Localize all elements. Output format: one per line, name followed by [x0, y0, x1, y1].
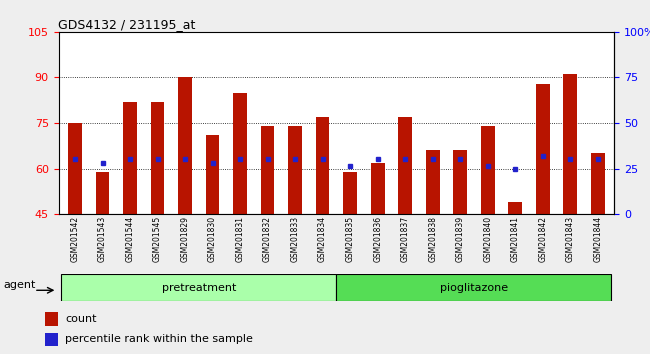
Bar — [536, 84, 550, 214]
Bar — [564, 74, 577, 214]
Bar — [96, 172, 109, 214]
Text: count: count — [65, 314, 96, 324]
Bar — [508, 202, 522, 214]
Bar — [178, 78, 192, 214]
Bar — [288, 126, 302, 214]
Bar — [233, 93, 247, 214]
Bar — [68, 123, 82, 214]
Text: GDS4132 / 231195_at: GDS4132 / 231195_at — [58, 18, 196, 31]
Bar — [46, 312, 58, 326]
Text: percentile rank within the sample: percentile rank within the sample — [65, 335, 253, 344]
Text: pioglitazone: pioglitazone — [440, 282, 508, 293]
Bar — [591, 153, 604, 214]
Bar — [123, 102, 137, 214]
Bar — [370, 162, 385, 214]
Bar — [343, 172, 357, 214]
Bar — [426, 150, 439, 214]
Text: agent: agent — [3, 280, 35, 290]
Bar — [316, 117, 330, 214]
Bar — [481, 126, 495, 214]
Bar — [205, 135, 220, 214]
Bar — [46, 333, 58, 346]
Bar — [398, 117, 412, 214]
Bar — [337, 274, 612, 301]
Bar — [151, 102, 164, 214]
Text: pretreatment: pretreatment — [162, 282, 236, 293]
Bar — [453, 150, 467, 214]
Bar — [61, 274, 337, 301]
Bar — [261, 126, 274, 214]
